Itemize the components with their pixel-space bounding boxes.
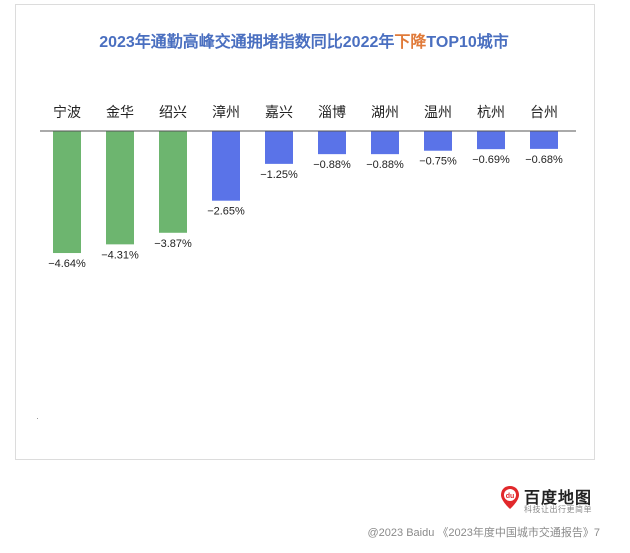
data-label: −1.25% (260, 169, 298, 181)
brand-slogan: 科技让出行更简单 (524, 505, 592, 514)
data-label: −0.88% (313, 159, 351, 171)
bar (106, 131, 134, 245)
chart-title-part-3: TOP10城市 (426, 34, 509, 51)
category-label: 金华 (106, 104, 134, 120)
data-label: −2.65% (207, 206, 245, 218)
brand-name: 百度地图 (524, 490, 593, 507)
bar (159, 131, 187, 233)
chart-title: 2023年通勤高峰交通拥堵指数同比2022年下降TOP10城市 (15, 28, 593, 52)
bar (530, 131, 558, 149)
data-label: −3.87% (154, 238, 192, 250)
bar (424, 131, 452, 151)
category-label: 绍兴 (159, 104, 187, 120)
category-label: 温州 (424, 104, 452, 120)
data-label: −4.64% (48, 258, 86, 270)
logo-du-text: du (506, 493, 515, 500)
category-label: 宁波 (53, 104, 81, 120)
baidu-maps-logo: du 百度地图 科技让出行更简单 (500, 484, 600, 516)
bar (477, 131, 505, 150)
baidu-du-pin-icon: du (501, 486, 519, 509)
category-label: 台州 (530, 104, 558, 120)
stray-dot (37, 418, 38, 419)
bar (53, 131, 81, 254)
category-label: 湖州 (371, 104, 399, 120)
data-label: −0.68% (525, 154, 563, 166)
chart-title-part-1: 2023年通勤高峰交通拥堵指数同比2022年 (99, 34, 395, 51)
bar (265, 131, 293, 164)
data-label: −4.31% (101, 249, 139, 261)
category-label: 杭州 (477, 104, 505, 120)
category-label: 漳州 (212, 104, 240, 120)
bar (371, 131, 399, 155)
category-label: 淄博 (318, 104, 346, 120)
chart-title-highlight: 下降 (394, 34, 427, 51)
data-label: −0.69% (472, 154, 510, 166)
footer-citation: @2023 Baidu 《2023年度中国城市交通报告》7 (367, 527, 600, 539)
bar (318, 131, 346, 155)
data-label: −0.75% (419, 156, 457, 168)
data-label: −0.88% (366, 159, 404, 171)
category-label: 嘉兴 (265, 104, 293, 120)
bar (212, 131, 240, 201)
